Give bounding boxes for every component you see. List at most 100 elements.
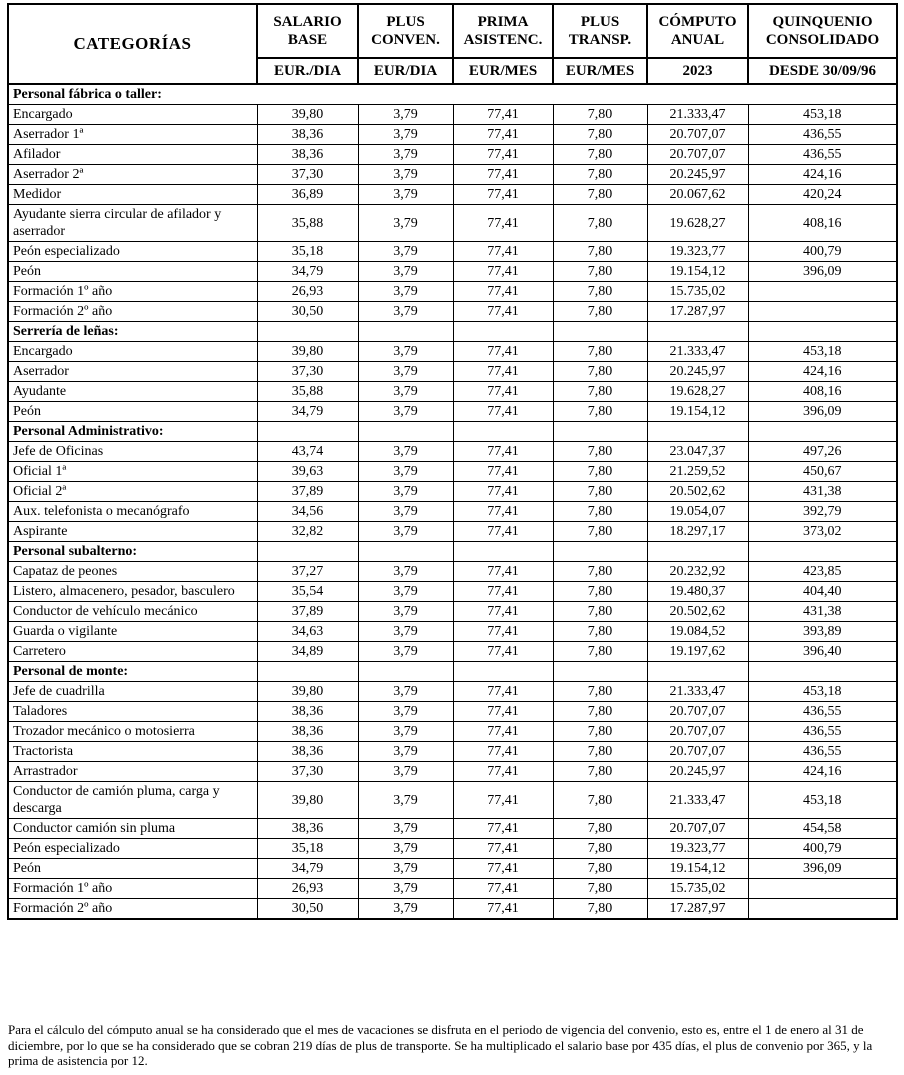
category-cell: Aserrador 1ª [7, 124, 258, 145]
value-cell: 77,41 [452, 341, 554, 362]
value-cell: 7,80 [552, 361, 648, 382]
category-cell: Encargado [7, 104, 258, 125]
header-computo-anual: CÓMPUTO ANUAL [646, 3, 749, 59]
table-row: Aux. telefonista o mecanógrafo 34,56 3,79 7… [7, 501, 898, 522]
value-cell: 3,79 [357, 521, 454, 542]
header-prima-asistencia: PRIMA ASISTENC. [452, 3, 554, 59]
value-cell: 20.502,62 [646, 601, 749, 622]
value-cell: 7,80 [552, 144, 648, 165]
value-cell: 37,89 [256, 481, 359, 502]
table-row: Peón 34,79 3,79 77,41 7,80 19.154,12 396,09 [7, 261, 898, 282]
value-cell: 35,88 [256, 381, 359, 402]
header-categorias: CATEGORÍAS [7, 3, 258, 85]
section-title: Personal fábrica o taller: [8, 83, 897, 105]
value-cell: 3,79 [357, 401, 454, 422]
section-title: Personal de monte: [7, 661, 258, 682]
value-cell: 3,79 [357, 818, 454, 839]
value-cell: 7,80 [552, 701, 648, 722]
value-cell: 3,79 [357, 761, 454, 782]
category-cell: Conductor camión sin pluma [7, 818, 258, 839]
value-cell: 38,36 [256, 124, 359, 145]
value-cell: 7,80 [552, 878, 648, 899]
table-row: Conductor de camión pluma, carga y desca… [7, 781, 898, 819]
value-cell: 19.154,12 [646, 261, 749, 282]
value-cell: 392,79 [747, 501, 898, 522]
value-cell: 7,80 [552, 104, 648, 125]
header-quinquenio: QUINQUENIO CONSOLIDADO [747, 3, 898, 59]
value-cell: 7,80 [552, 721, 648, 742]
value-cell: 450,67 [747, 461, 898, 482]
value-cell: 19.154,12 [646, 401, 749, 422]
value-cell: 39,80 [256, 681, 359, 702]
table-row: Ayudante 35,88 3,79 77,41 7,80 19.628,27 408,1… [7, 381, 898, 402]
value-cell: 38,36 [256, 701, 359, 722]
table-row: Jefe de Oficinas 43,74 3,79 77,41 7,80 23.047… [7, 441, 898, 462]
value-cell: 20.245,97 [646, 761, 749, 782]
value-cell: 37,30 [256, 164, 359, 185]
value-cell: 19.084,52 [646, 621, 749, 642]
value-cell: 3,79 [357, 144, 454, 165]
category-cell: Encargado [7, 341, 258, 362]
value-cell: 3,79 [357, 361, 454, 382]
empty-cell [452, 661, 554, 682]
empty-cell [256, 421, 359, 442]
value-cell: 424,16 [747, 761, 898, 782]
value-cell: 37,30 [256, 761, 359, 782]
value-cell: 3,79 [357, 501, 454, 522]
value-cell: 20.707,07 [646, 721, 749, 742]
value-cell: 7,80 [552, 441, 648, 462]
value-cell: 20.707,07 [646, 124, 749, 145]
empty-cell [256, 321, 359, 342]
value-cell: 396,09 [747, 261, 898, 282]
empty-cell [357, 421, 454, 442]
value-cell: 7,80 [552, 261, 648, 282]
value-cell: 453,18 [747, 681, 898, 702]
category-cell: Conductor de vehículo mecánico [7, 601, 258, 622]
value-cell: 77,41 [452, 878, 554, 899]
table-row: Conductor camión sin pluma 38,36 3,79 77,41… [7, 818, 898, 839]
value-cell: 400,79 [747, 838, 898, 859]
value-cell: 7,80 [552, 761, 648, 782]
value-cell: 7,80 [552, 601, 648, 622]
unit-plus-transporte: EUR/MES [552, 57, 648, 85]
empty-cell [747, 541, 898, 562]
value-cell: 3,79 [357, 898, 454, 920]
value-cell: 3,79 [357, 461, 454, 482]
value-cell: 436,55 [747, 721, 898, 742]
category-cell: Listero, almacenero, pesador, basculero [7, 581, 258, 602]
table-row: Arrastrador 37,30 3,79 77,41 7,80 20.245,97 42… [7, 761, 898, 782]
value-cell: 77,41 [452, 241, 554, 262]
value-cell: 3,79 [357, 641, 454, 662]
value-cell: 7,80 [552, 818, 648, 839]
value-cell: 77,41 [452, 301, 554, 322]
value-cell: 396,40 [747, 641, 898, 662]
value-cell: 77,41 [452, 144, 554, 165]
empty-cell [552, 541, 648, 562]
value-cell: 3,79 [357, 104, 454, 125]
empty-cell [646, 541, 749, 562]
value-cell: 77,41 [452, 601, 554, 622]
category-cell: Afilador [7, 144, 258, 165]
value-cell: 37,89 [256, 601, 359, 622]
value-cell: 19.628,27 [646, 381, 749, 402]
value-cell: 7,80 [552, 898, 648, 920]
category-cell: Peón [7, 261, 258, 282]
category-cell: Peón especializado [7, 838, 258, 859]
value-cell: 20.502,62 [646, 481, 749, 502]
header-plus-transporte: PLUS TRANSP. [552, 3, 648, 59]
value-cell: 30,50 [256, 898, 359, 920]
value-cell: 77,41 [452, 401, 554, 422]
value-cell: 3,79 [357, 241, 454, 262]
value-cell: 21.333,47 [646, 681, 749, 702]
value-cell: 34,79 [256, 401, 359, 422]
value-cell: 404,40 [747, 581, 898, 602]
value-cell: 17.287,97 [646, 898, 749, 920]
table-row: Taladores 38,36 3,79 77,41 7,80 20.707,07 436,… [7, 701, 898, 722]
value-cell: 77,41 [452, 261, 554, 282]
empty-cell [452, 321, 554, 342]
empty-cell [646, 421, 749, 442]
value-cell: 400,79 [747, 241, 898, 262]
value-cell: 7,80 [552, 341, 648, 362]
value-cell: 3,79 [357, 681, 454, 702]
value-cell: 77,41 [452, 838, 554, 859]
